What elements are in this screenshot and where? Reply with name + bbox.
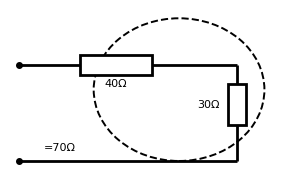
Text: 40Ω: 40Ω: [105, 79, 127, 89]
Text: 30Ω: 30Ω: [197, 100, 220, 110]
Text: =70Ω: =70Ω: [44, 143, 76, 153]
Bar: [228, 84, 246, 125]
Bar: [80, 55, 151, 75]
